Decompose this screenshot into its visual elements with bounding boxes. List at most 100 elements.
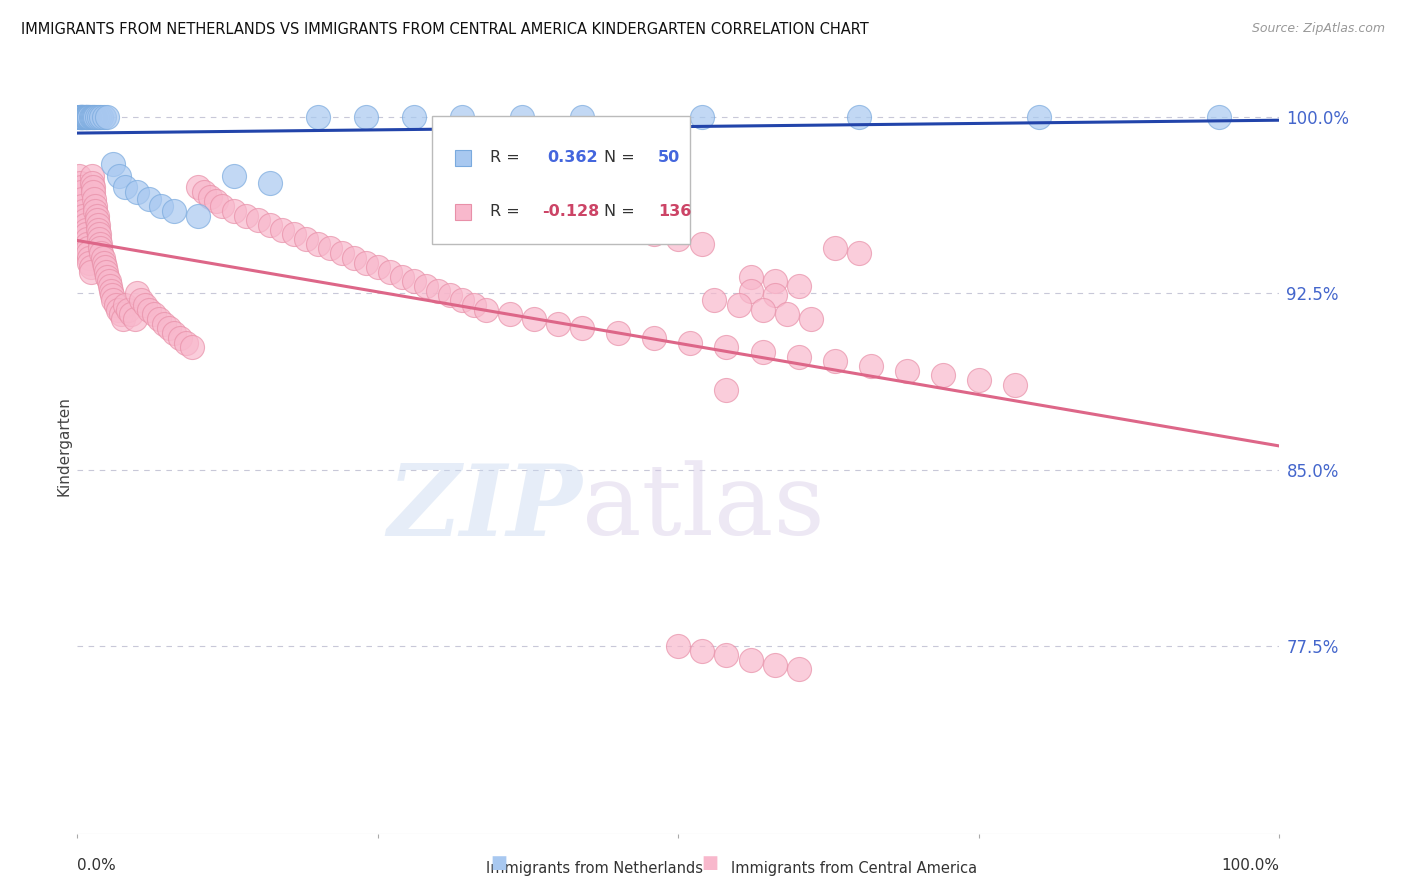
Point xyxy=(82,180,104,194)
Point xyxy=(668,232,690,246)
Point xyxy=(787,662,810,676)
Point xyxy=(96,269,118,284)
Point xyxy=(283,227,305,242)
Point xyxy=(294,232,316,246)
Point xyxy=(330,246,353,260)
Point xyxy=(79,255,101,269)
Point xyxy=(727,298,749,312)
Point xyxy=(79,265,101,279)
Point xyxy=(86,209,108,223)
Point xyxy=(751,345,773,359)
Point xyxy=(73,110,96,124)
Point xyxy=(402,274,425,288)
Point xyxy=(967,373,990,387)
Point xyxy=(1004,377,1026,392)
Point xyxy=(67,110,90,124)
Text: 100.0%: 100.0% xyxy=(1222,857,1279,872)
Point xyxy=(367,260,389,275)
Point xyxy=(186,180,209,194)
Point xyxy=(73,110,96,124)
Point xyxy=(79,260,101,275)
Point xyxy=(740,284,762,298)
Point xyxy=(79,251,101,265)
Point xyxy=(103,293,125,308)
Point xyxy=(75,222,97,236)
Point xyxy=(91,251,114,265)
Point xyxy=(69,110,91,124)
Point xyxy=(523,203,546,218)
Point xyxy=(679,335,702,350)
Point xyxy=(824,242,846,256)
Point xyxy=(96,110,118,124)
Point xyxy=(70,180,93,194)
Point xyxy=(763,657,786,672)
Point xyxy=(259,218,281,232)
Point xyxy=(96,265,118,279)
Point xyxy=(117,302,139,317)
Point xyxy=(775,307,797,321)
Text: -0.128: -0.128 xyxy=(543,204,600,219)
Point xyxy=(73,218,96,232)
Point xyxy=(76,232,98,246)
Point xyxy=(607,326,630,340)
Point xyxy=(77,246,100,260)
Point xyxy=(848,246,870,260)
Point xyxy=(110,307,132,321)
Point xyxy=(800,312,823,326)
Point xyxy=(79,110,101,124)
Point xyxy=(84,110,107,124)
Point xyxy=(186,209,209,223)
Point xyxy=(75,227,97,242)
Point xyxy=(72,110,94,124)
Point xyxy=(896,364,918,378)
Text: IMMIGRANTS FROM NETHERLANDS VS IMMIGRANTS FROM CENTRAL AMERICA KINDERGARTEN CORR: IMMIGRANTS FROM NETHERLANDS VS IMMIGRANT… xyxy=(21,22,869,37)
Point xyxy=(93,110,115,124)
Point xyxy=(692,110,714,124)
Text: R =: R = xyxy=(489,150,524,165)
Point xyxy=(82,110,104,124)
Point xyxy=(451,110,474,124)
Point xyxy=(402,110,425,124)
Text: Immigrants from Netherlands: Immigrants from Netherlands xyxy=(486,861,703,876)
Point xyxy=(87,218,110,232)
Point xyxy=(463,298,485,312)
Point xyxy=(70,110,93,124)
Point xyxy=(86,110,108,124)
Point xyxy=(72,110,94,124)
Point xyxy=(108,169,131,183)
Point xyxy=(90,110,112,124)
Point xyxy=(89,236,111,251)
Point xyxy=(740,653,762,667)
Point xyxy=(138,192,160,206)
Text: 136: 136 xyxy=(658,204,692,219)
Point xyxy=(162,203,184,218)
Point xyxy=(204,194,226,209)
Point xyxy=(97,274,120,288)
Point xyxy=(716,383,738,397)
Point xyxy=(932,368,955,383)
Point xyxy=(180,340,202,354)
Point xyxy=(70,110,93,124)
Point xyxy=(70,192,93,206)
Point xyxy=(162,326,184,340)
Point xyxy=(354,255,377,269)
Text: ■: ■ xyxy=(491,855,508,872)
Point xyxy=(716,340,738,354)
Point xyxy=(86,213,108,227)
Point xyxy=(79,110,101,124)
Point xyxy=(378,265,401,279)
Point xyxy=(787,350,810,364)
Text: Source: ZipAtlas.com: Source: ZipAtlas.com xyxy=(1251,22,1385,36)
Point xyxy=(70,110,93,124)
Point xyxy=(107,302,129,317)
Point xyxy=(82,185,104,199)
Point xyxy=(668,639,690,653)
Point xyxy=(84,199,107,213)
Point xyxy=(643,331,665,345)
Text: atlas: atlas xyxy=(582,460,825,556)
Point xyxy=(101,288,124,302)
Point xyxy=(740,269,762,284)
Point xyxy=(824,354,846,368)
Point xyxy=(391,269,413,284)
Point xyxy=(134,298,156,312)
